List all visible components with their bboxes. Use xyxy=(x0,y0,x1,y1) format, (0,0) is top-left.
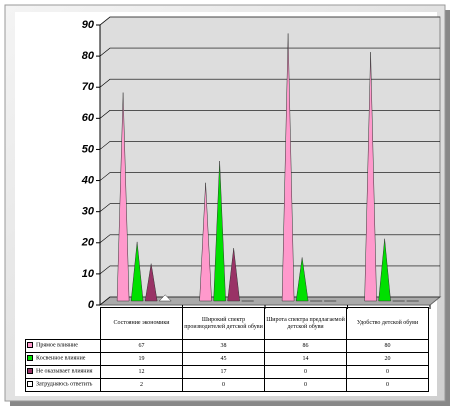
table-value: 14 xyxy=(264,352,347,366)
legend-label: Косвенное влияние xyxy=(36,355,86,362)
cone xyxy=(281,33,295,302)
grid-line xyxy=(99,78,440,88)
y-tick-label: 0 xyxy=(88,299,95,311)
table-row: Не оказывает влияния 12 17 0 0 xyxy=(25,365,429,379)
table-value: 80 xyxy=(346,339,429,353)
legend-key xyxy=(27,368,33,375)
table-value: 67 xyxy=(100,339,183,353)
table-corner xyxy=(26,308,101,340)
grid-line xyxy=(99,265,440,275)
table-row: Косвенное влияние 19 45 14 20 xyxy=(25,352,429,366)
y-tick-label: 70 xyxy=(82,81,95,93)
legend-entry: Затрудняюсь ответить xyxy=(25,378,101,392)
table-value: 0 xyxy=(264,365,347,379)
table-row: Затрудняюсь ответить 2 0 0 0 xyxy=(25,378,429,392)
back-wall xyxy=(99,16,441,307)
grid-line xyxy=(99,16,440,26)
table-value: 86 xyxy=(264,339,347,353)
legend-key xyxy=(27,342,33,349)
y-tick-label: 40 xyxy=(81,174,95,186)
cone xyxy=(144,263,158,302)
table-value: 45 xyxy=(182,352,265,366)
legend-entry: Косвенное влияние xyxy=(25,352,101,366)
y-tick-label: 90 xyxy=(82,19,95,31)
y-tick-label: 20 xyxy=(81,237,95,249)
category-label: Широкий спектр производителей детской об… xyxy=(182,307,265,340)
cone xyxy=(158,294,172,302)
grid-line xyxy=(99,234,440,244)
legend-key xyxy=(27,381,33,388)
data-table: Состояние экономики Широкий спектр произв… xyxy=(25,307,429,392)
cone xyxy=(213,160,226,302)
table-value: 0 xyxy=(182,378,265,392)
legend-label: Прямое влияние xyxy=(36,342,78,349)
cone xyxy=(378,238,391,302)
cone xyxy=(199,182,212,302)
y-tick-label: 50 xyxy=(82,143,95,155)
legend-label: Затрудняюсь ответить xyxy=(36,381,93,388)
cone xyxy=(295,257,309,302)
grid-line xyxy=(99,172,440,181)
legend-key xyxy=(27,355,33,362)
table-value: 0 xyxy=(346,365,429,379)
y-tick-label: 80 xyxy=(82,50,95,62)
table-row: Прямое влияние 67 38 86 80 xyxy=(25,339,429,353)
table-value: 20 xyxy=(346,352,429,366)
table-value: 17 xyxy=(182,365,265,379)
cone xyxy=(130,241,144,302)
table-header-row: Состояние экономики Широкий спектр произв… xyxy=(26,307,429,340)
y-tick-label: 60 xyxy=(82,112,95,124)
table-value: 2 xyxy=(100,378,183,392)
cone xyxy=(364,52,377,302)
legend-label: Не оказывает влияния xyxy=(36,368,93,375)
category-label: Широта спектра предлагаемой детской обув… xyxy=(264,307,347,340)
table-value: 38 xyxy=(182,339,265,353)
legend-entry: Не оказывает влияния xyxy=(25,365,101,379)
grid-line xyxy=(99,203,440,212)
y-tick-label: 30 xyxy=(82,206,95,218)
grid-line xyxy=(99,47,440,57)
legend-entry: Прямое влияние xyxy=(25,339,101,353)
grid-line xyxy=(99,296,440,306)
table-value: 0 xyxy=(346,378,429,392)
grid-line xyxy=(99,141,440,150)
cone xyxy=(227,248,240,302)
table-value: 0 xyxy=(264,378,347,392)
table-value: 12 xyxy=(100,365,183,379)
category-label: Удобство детской обуви xyxy=(346,307,429,340)
cone xyxy=(116,92,130,302)
y-tick-label: 10 xyxy=(82,268,95,280)
table-value: 19 xyxy=(100,352,183,366)
grid-line xyxy=(99,110,440,119)
category-label: Состояние экономики xyxy=(100,307,183,340)
